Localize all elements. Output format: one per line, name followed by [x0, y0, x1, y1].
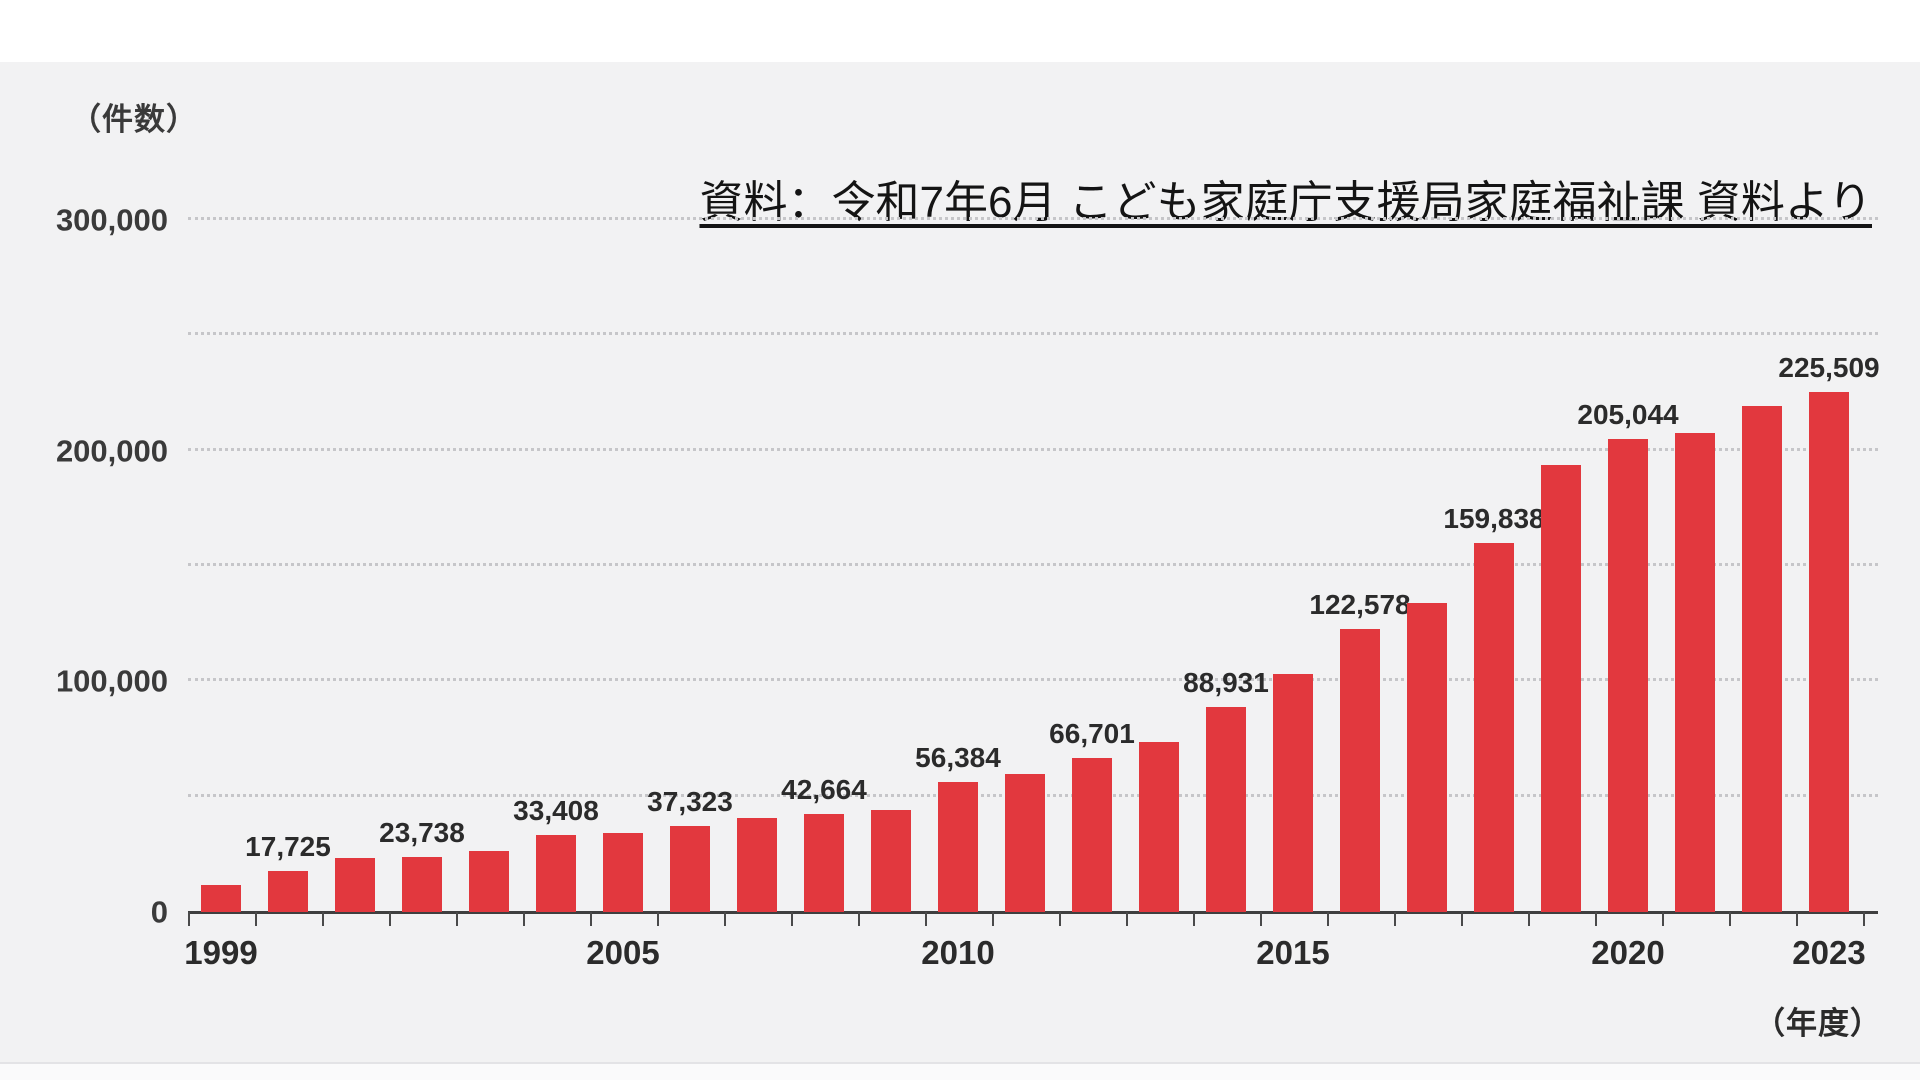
x-axis-title: （年度）: [1754, 1006, 1882, 1041]
gridline-250000: [188, 332, 1878, 336]
x-axis-tick: [187, 912, 190, 926]
bar-2013: [1139, 741, 1179, 912]
bar-2007: [737, 818, 777, 912]
x-axis-tick: [857, 912, 860, 926]
gridline-100000: [188, 678, 1878, 682]
bar-2009: [871, 810, 911, 912]
x-axis-tick: [254, 912, 257, 926]
y-tick-label-0: 0: [150, 894, 168, 930]
bar-value-label-2012: 66,701: [1049, 718, 1135, 750]
x-axis-line: [188, 911, 1878, 914]
x-axis-tick: [924, 912, 927, 926]
bar-2021: [1675, 433, 1715, 912]
bar-2001: [335, 858, 375, 912]
x-axis-tick: [455, 912, 458, 926]
x-axis-tick: [1661, 912, 1664, 926]
gridline-200000: [188, 447, 1878, 451]
bar-2005: [603, 832, 643, 912]
x-axis-tick: [1125, 912, 1128, 926]
x-axis-tick: [1728, 912, 1731, 926]
gridline-300000: [188, 217, 1878, 220]
y-tick-label-100000: 100,000: [55, 663, 168, 699]
x-tick-label-2023: 2023: [1792, 934, 1866, 971]
bar-2010: [938, 781, 978, 912]
x-axis-tick: [1795, 912, 1798, 926]
bar-2020: [1608, 439, 1648, 912]
bar-value-label-2020: 205,044: [1577, 399, 1679, 431]
bar-2015: [1273, 673, 1313, 912]
bar-2003: [469, 850, 509, 912]
x-axis-tick: [1460, 912, 1463, 926]
x-tick-label-2015: 2015: [1256, 934, 1330, 971]
bar-2023: [1809, 391, 1849, 912]
x-axis-tick: [321, 912, 324, 926]
x-axis-tick: [723, 912, 726, 926]
x-axis-tick: [388, 912, 391, 926]
bar-value-label-2014: 88,931: [1183, 666, 1269, 698]
bar-2006: [670, 825, 710, 912]
y-tick-label-300000: 300,000: [55, 202, 168, 238]
x-axis-tick: [1862, 912, 1865, 926]
bar-2012: [1072, 758, 1112, 912]
gridline-150000: [188, 563, 1878, 566]
x-axis-tick: [1192, 912, 1195, 926]
bar-2004: [536, 834, 576, 912]
x-tick-label-2020: 2020: [1591, 934, 1665, 971]
plot-area: 17,725 23,738 33,408 37,323 42,664 56,384 66,7…: [184, 217, 1880, 969]
bar-2008: [804, 813, 844, 912]
bar-value-label-2018: 159,838: [1443, 503, 1545, 535]
bar-2000: [268, 871, 308, 912]
bar-value-label-2016: 122,578: [1309, 589, 1411, 621]
bar-value-label-2010: 56,384: [915, 741, 1001, 773]
bar-2018: [1474, 543, 1514, 912]
x-axis-tick: [991, 912, 994, 926]
bar-2017: [1407, 603, 1447, 912]
x-axis-tick: [1594, 912, 1597, 926]
x-axis-tick: [1326, 912, 1329, 926]
y-tick-label-200000: 200,000: [55, 433, 168, 469]
y-axis-tick-labels: 0 100,000 200,000 300,000: [0, 205, 168, 928]
bar-value-label-2004: 33,408: [513, 794, 599, 826]
x-axis-tick: [589, 912, 592, 926]
bar-value-label-2023: 225,509: [1778, 351, 1880, 383]
x-axis-tick: [522, 912, 525, 926]
bar-value-label-2002: 23,738: [379, 817, 465, 849]
bar-1999: [201, 885, 241, 912]
y-axis-title: （件数）: [70, 102, 198, 137]
x-axis-tick: [1058, 912, 1061, 926]
bottom-edge-strip: [0, 1062, 1920, 1080]
x-axis-tick: [1259, 912, 1262, 926]
x-tick-label-2010: 2010: [921, 934, 995, 971]
bar-2002: [402, 857, 442, 912]
bar-2014: [1206, 706, 1246, 912]
bar-2011: [1005, 773, 1045, 912]
bar-2016: [1340, 629, 1380, 912]
bar-value-label-2006: 37,323: [647, 785, 733, 817]
x-axis-tick: [1527, 912, 1530, 926]
x-axis-tick: [790, 912, 793, 926]
bar-2022: [1742, 406, 1782, 912]
x-axis-tick: [656, 912, 659, 926]
bar-value-label-2000: 17,725: [245, 831, 331, 863]
x-tick-label-2005: 2005: [586, 934, 660, 971]
x-tick-label-1999: 1999: [184, 934, 258, 971]
bar-value-label-2008: 42,664: [781, 773, 867, 805]
x-axis-tick: [1393, 912, 1396, 926]
bar-2019: [1541, 465, 1581, 912]
